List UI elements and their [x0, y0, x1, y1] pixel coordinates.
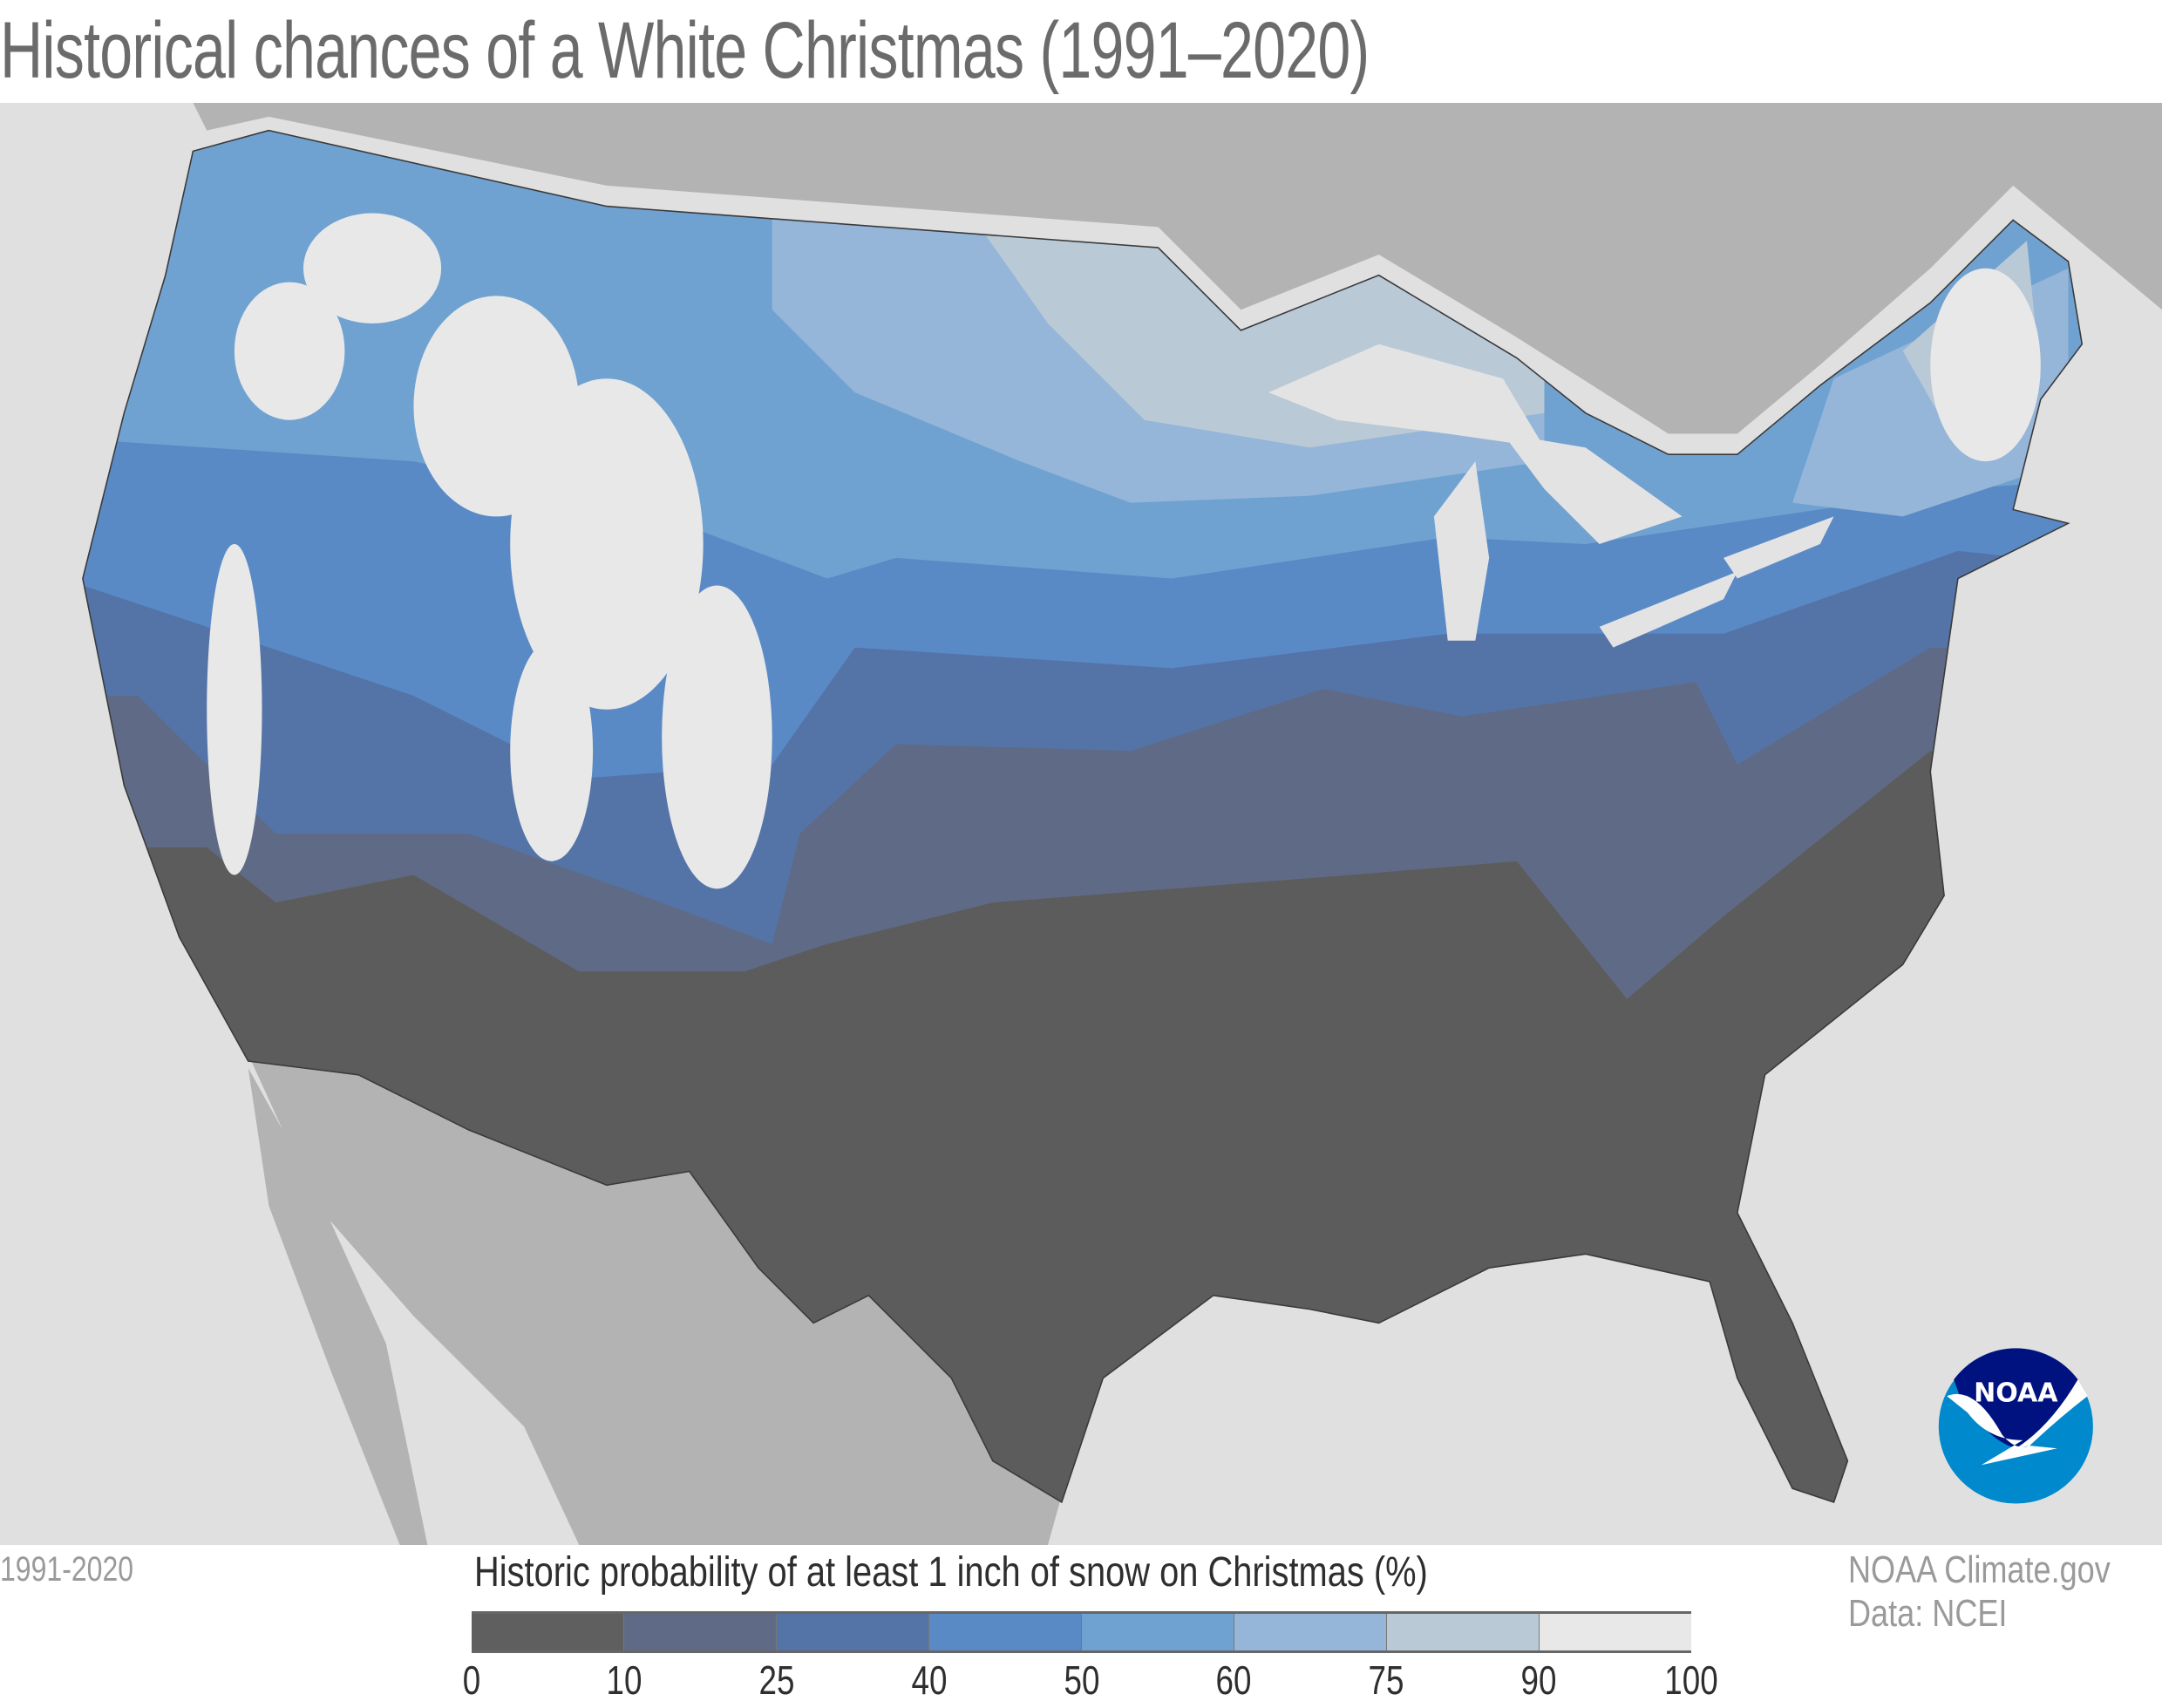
legend-tick: 60	[1215, 1657, 1252, 1703]
credit-source: NOAA Climate.gov	[1848, 1548, 2111, 1591]
legend-swatch-90-100	[1540, 1614, 1691, 1650]
legend-tick: 90	[1520, 1657, 1557, 1703]
map-title: Historical chances of a White Christmas …	[0, 6, 1370, 95]
mexico-land	[248, 1054, 1062, 1545]
great-lakes	[1268, 344, 1834, 648]
legend-tick: 10	[606, 1657, 642, 1703]
period-label: 1991-2020	[0, 1550, 134, 1589]
legend-swatch-60-75	[1234, 1614, 1387, 1650]
legend-tick: 40	[911, 1657, 948, 1703]
legend-swatch-75-90	[1387, 1614, 1540, 1650]
legend-swatch-0-10	[472, 1614, 624, 1650]
noaa-logo: NOAA	[1938, 1348, 2093, 1504]
legend-swatch-50-60	[1082, 1614, 1234, 1650]
legend-tick: 50	[1064, 1657, 1100, 1703]
color-legend	[472, 1611, 1691, 1653]
white-christmas-map: NOAA	[0, 103, 2162, 1545]
legend-swatch-40-50	[929, 1614, 1082, 1650]
legend-tick: 0	[462, 1657, 481, 1703]
legend-tick: 100	[1664, 1657, 1718, 1703]
legend-tick: 75	[1368, 1657, 1404, 1703]
canada-land	[193, 103, 2162, 434]
band-90-100	[207, 213, 2041, 889]
legend-swatch-25-40	[777, 1614, 929, 1650]
noaa-logo-text: NOAA	[1974, 1378, 2058, 1409]
legend-swatch-10-25	[624, 1614, 777, 1650]
credit-data: Data: NCEI	[1848, 1592, 2008, 1635]
legend-title: Historic probability of at least 1 inch …	[474, 1549, 1428, 1596]
legend-tick: 25	[758, 1657, 795, 1703]
